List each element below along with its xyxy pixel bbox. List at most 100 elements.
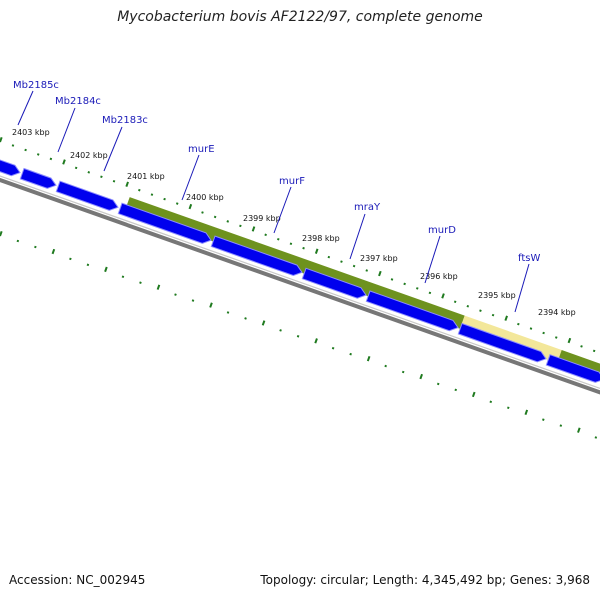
gene-arrow[interactable] xyxy=(365,290,459,332)
scale-tick xyxy=(251,226,256,232)
scale-tick xyxy=(36,153,40,156)
scale-ticks xyxy=(0,136,598,439)
scale-tick xyxy=(264,233,267,237)
inner-scale-tick xyxy=(174,293,177,296)
inner-scale-tick xyxy=(559,424,563,427)
tick-label: 2403 kbp xyxy=(12,128,50,137)
inner-scale-tick xyxy=(436,382,440,386)
gene-arrow[interactable] xyxy=(55,180,119,211)
scale-tick xyxy=(112,179,116,183)
inner-scale-tick xyxy=(542,418,545,421)
scale-tick xyxy=(441,293,445,299)
scale-tick xyxy=(428,291,432,295)
gene-arrow[interactable] xyxy=(301,267,367,299)
gene-arrow[interactable] xyxy=(117,202,212,244)
tick-label: 2394 kbp xyxy=(538,308,576,317)
scale-tick xyxy=(529,327,533,330)
scale-tick xyxy=(580,345,583,348)
gene-label[interactable]: Mb2185c xyxy=(13,80,59,91)
scale-tick xyxy=(554,336,558,339)
gene-label-leader xyxy=(181,154,200,201)
scale-tick xyxy=(365,269,369,272)
scale-tick xyxy=(390,278,394,281)
gene-label[interactable]: murD xyxy=(428,225,456,236)
scale-tick xyxy=(302,246,305,250)
inner-scale-tick xyxy=(121,275,125,279)
inner-scale-tick xyxy=(384,364,387,368)
backbone-line xyxy=(0,177,600,395)
gene-labels: 2403 kbp 2402 kbp 2401 kbp 2400 kbp 2399 kbp… xyxy=(12,80,576,317)
scale-tick xyxy=(213,215,217,219)
gene-label-leader xyxy=(349,213,366,260)
gene-label-leader xyxy=(103,126,123,172)
scale-tick xyxy=(415,287,419,290)
scale-tick xyxy=(289,242,293,246)
scale-tick xyxy=(491,313,495,317)
gene-label[interactable]: murF xyxy=(279,176,305,187)
scale-tick xyxy=(175,202,179,205)
gene-arrow[interactable] xyxy=(457,322,547,363)
inner-scale-tick xyxy=(139,281,142,284)
scale-tick xyxy=(11,144,15,147)
inner-scale-tick xyxy=(471,391,476,398)
tick-label: 2401 kbp xyxy=(127,172,165,181)
gene-label-leader xyxy=(57,107,76,153)
inner-scale-tick xyxy=(489,400,493,404)
gene-track xyxy=(0,157,600,383)
tick-label: 2395 kbp xyxy=(478,291,516,300)
tick-label: 2402 kbp xyxy=(70,151,108,160)
scale-tick xyxy=(314,248,319,254)
gene-label[interactable]: mraY xyxy=(354,202,381,213)
scale-tick xyxy=(453,300,457,304)
scale-tick xyxy=(340,260,343,263)
inner-scale-tick xyxy=(104,266,108,273)
gene-label[interactable]: murE xyxy=(188,144,215,155)
inner-scale-tick xyxy=(331,346,335,350)
scale-tick xyxy=(466,304,470,308)
accession-text: Accession: NC_002945 xyxy=(9,573,146,587)
inner-scale-tick xyxy=(16,239,20,243)
scale-tick xyxy=(125,181,129,187)
gene-label[interactable]: Mb2183c xyxy=(102,115,148,126)
gene-arrow[interactable] xyxy=(19,167,57,189)
inner-scale-tick xyxy=(51,248,56,255)
inner-scale-tick xyxy=(401,370,405,374)
tick-label: 2399 kbp xyxy=(243,214,281,223)
gene-arrow[interactable] xyxy=(210,235,303,277)
gene-arrow[interactable] xyxy=(0,157,21,177)
gene-label-leader xyxy=(424,235,441,284)
scale-tick xyxy=(517,322,520,326)
inner-scale-tick xyxy=(0,230,3,237)
scale-tick xyxy=(201,211,204,214)
inner-scale-tick xyxy=(86,263,90,267)
scale-tick xyxy=(100,175,103,179)
scale-tick xyxy=(163,197,166,201)
backbone-line xyxy=(0,175,600,390)
inner-scale-tick xyxy=(209,302,213,308)
inner-scale-tick xyxy=(507,406,510,410)
inner-scale-tick xyxy=(577,427,581,433)
scale-tick xyxy=(592,349,596,353)
gene-label[interactable]: ftsW xyxy=(518,253,540,264)
genome-summary-text: Topology: circular; Length: 4,345,492 bp… xyxy=(260,573,590,587)
scale-tick xyxy=(87,171,91,174)
scale-tick xyxy=(62,159,66,165)
scale-tick xyxy=(542,331,545,335)
tick-label: 2400 kbp xyxy=(186,193,224,202)
gene-label[interactable]: Mb2184c xyxy=(55,96,101,107)
inner-scale-tick xyxy=(156,284,161,290)
scale-tick xyxy=(150,193,154,196)
scale-tick xyxy=(352,264,356,268)
tick-label: 2398 kbp xyxy=(302,234,340,243)
scale-tick xyxy=(188,203,193,210)
inner-scale-tick xyxy=(349,352,352,356)
scale-tick xyxy=(24,148,27,152)
gene-label-leader xyxy=(17,90,34,126)
inner-scale-tick xyxy=(524,409,529,415)
inner-scale-tick xyxy=(261,320,266,326)
inner-scale-tick xyxy=(226,311,230,314)
inner-scale-tick xyxy=(244,317,247,320)
scale-tick xyxy=(138,188,141,192)
